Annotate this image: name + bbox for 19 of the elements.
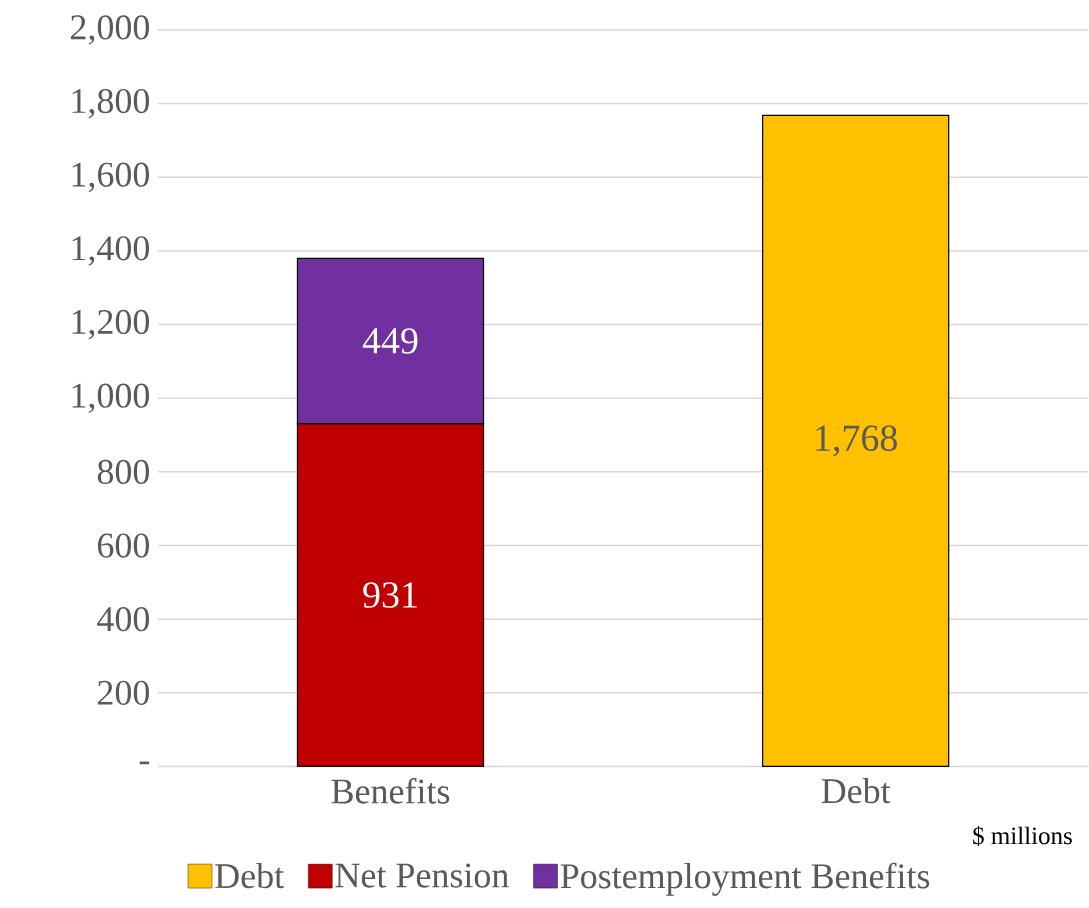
text: $ millions	[973, 825, 1072, 846]
legend-label: Postemployment Benefits	[560, 862, 930, 896]
y-tick-label: 1,400	[72, 236, 150, 266]
y-tick-label: 1,600	[72, 162, 150, 192]
y-tick-label: 800	[97, 459, 150, 484]
x-tick-label: Benefits	[331, 777, 450, 804]
y-tick-label: 200	[98, 680, 150, 705]
data-label: 931	[363, 582, 417, 608]
data-label: 1,768	[816, 425, 897, 457]
y-tick-label: 1,200	[72, 309, 150, 340]
y-tick-label: 400	[97, 606, 150, 632]
y-tick-label: 600	[97, 533, 150, 558]
y-tick-label: 1,800	[72, 88, 150, 119]
legend-label: Debt	[215, 862, 284, 889]
y-tick-label: -	[139, 761, 150, 765]
y-tick-label: 1,000	[72, 383, 150, 413]
legend-label: Net Pension	[335, 863, 509, 888]
y-tick-label: 2,000	[71, 15, 150, 45]
data-label: 449	[362, 328, 418, 354]
